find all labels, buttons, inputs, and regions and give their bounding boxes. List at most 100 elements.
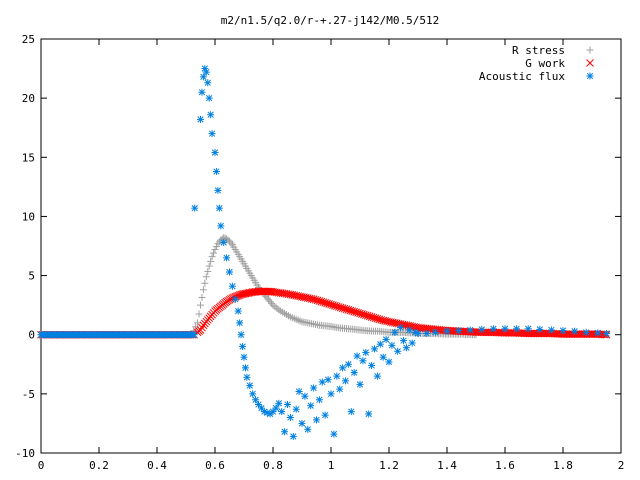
data-point xyxy=(382,335,390,343)
data-point xyxy=(315,396,323,404)
x-tick-label: 1.6 xyxy=(495,459,515,472)
data-point xyxy=(347,408,355,416)
data-point xyxy=(199,286,207,294)
data-point xyxy=(281,428,289,436)
x-tick-label: 1.2 xyxy=(379,459,399,472)
data-point xyxy=(423,330,431,338)
x-tick-label: 0.2 xyxy=(89,459,109,472)
data-point xyxy=(278,408,286,416)
data-point xyxy=(194,319,202,327)
chart-title: m2/n1.5/q2.0/r-+.27-j142/M0.5/512 xyxy=(221,14,440,27)
data-point xyxy=(197,301,204,309)
data-point xyxy=(359,357,367,365)
data-point xyxy=(198,323,206,332)
data-point xyxy=(405,326,413,334)
y-tick-label: -5 xyxy=(22,388,35,401)
data-point xyxy=(246,382,254,390)
y-tick-label: 20 xyxy=(22,92,35,105)
data-point xyxy=(547,326,555,334)
legend-marker xyxy=(586,59,594,67)
data-point xyxy=(215,204,223,212)
legend-label: G work xyxy=(525,57,565,70)
data-point xyxy=(220,238,228,246)
data-point xyxy=(240,353,248,361)
data-point xyxy=(307,402,315,410)
data-point xyxy=(402,344,410,352)
data-point xyxy=(455,327,463,335)
data-point xyxy=(190,331,198,339)
data-point xyxy=(210,249,218,257)
y-tick-label: 0 xyxy=(28,329,35,342)
data-point xyxy=(594,329,602,337)
data-point xyxy=(376,340,384,348)
data-point xyxy=(191,204,199,212)
data-point xyxy=(327,390,335,398)
data-point xyxy=(400,337,407,345)
data-point xyxy=(226,237,233,245)
data-point xyxy=(524,325,532,333)
y-tick-label: -10 xyxy=(15,447,35,460)
data-point xyxy=(295,387,303,395)
data-point xyxy=(330,430,338,438)
data-point xyxy=(501,325,509,333)
data-point xyxy=(226,268,233,276)
data-point xyxy=(310,384,318,392)
data-point xyxy=(198,88,206,96)
data-point xyxy=(284,401,291,409)
data-point xyxy=(212,243,220,251)
legend-marker xyxy=(586,72,594,80)
data-point xyxy=(321,411,329,419)
data-point xyxy=(217,222,225,230)
data-point xyxy=(489,325,497,333)
data-point xyxy=(339,364,347,372)
data-point xyxy=(268,299,276,307)
data-point xyxy=(571,327,579,335)
data-point xyxy=(237,331,245,339)
data-point xyxy=(365,410,373,418)
data-point xyxy=(408,339,416,347)
x-tick-label: 2 xyxy=(618,459,625,472)
data-point xyxy=(414,330,422,338)
data-point xyxy=(265,296,273,304)
data-point xyxy=(362,348,370,356)
y-tick-label: 10 xyxy=(22,210,35,223)
data-point xyxy=(202,68,210,76)
data-point xyxy=(301,392,309,400)
data-point xyxy=(228,282,236,290)
data-point xyxy=(196,326,205,334)
data-point xyxy=(333,372,341,380)
data-point xyxy=(263,294,271,302)
data-point xyxy=(201,279,209,287)
data-point xyxy=(298,419,306,427)
data-point xyxy=(202,273,210,281)
data-point xyxy=(205,94,213,102)
data-point xyxy=(212,167,220,175)
axes: 0 0.2 0.4 0.6 0.8 1 1.2 1.4 1.6 1.8 2 -10 -5 0 5 10 15 20… xyxy=(15,33,624,472)
data-point xyxy=(266,298,274,306)
data-point xyxy=(388,341,396,349)
data-point xyxy=(207,111,215,119)
data-point xyxy=(214,240,222,248)
data-point xyxy=(215,238,223,246)
data-point xyxy=(292,405,300,413)
x-tick-label: 1.8 xyxy=(553,459,573,472)
y-tick-label: 5 xyxy=(28,270,35,283)
data-point xyxy=(227,239,235,247)
data-point xyxy=(431,328,439,336)
data-point xyxy=(211,149,219,157)
x-tick-label: 1.4 xyxy=(437,459,457,472)
x-tick-label: 0 xyxy=(38,459,45,472)
data-point xyxy=(324,376,332,384)
data-point xyxy=(286,414,294,422)
data-point xyxy=(204,267,212,275)
data-point xyxy=(223,254,231,262)
data-point xyxy=(208,130,216,138)
x-tick-label: 0.8 xyxy=(263,459,283,472)
data-point xyxy=(411,328,419,336)
data-point xyxy=(379,353,387,361)
data-point xyxy=(271,303,279,311)
data-point xyxy=(214,186,222,194)
data-point xyxy=(243,373,251,381)
x-tick-label: 0.4 xyxy=(147,459,167,472)
